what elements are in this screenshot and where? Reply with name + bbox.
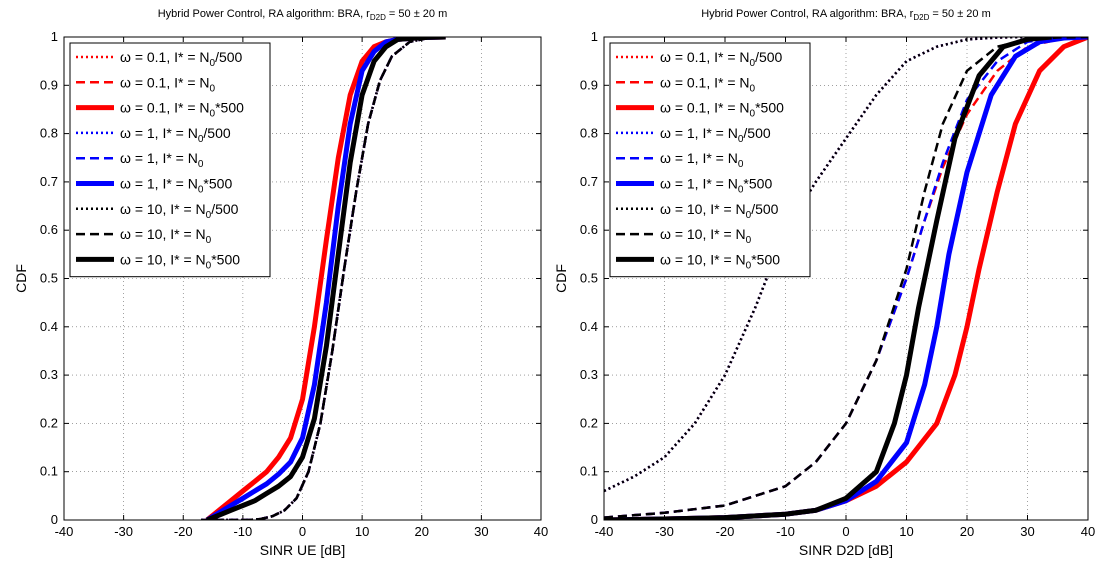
series-line-5 [205,37,446,520]
y-tick-label: 0 [51,512,58,527]
x-tick-label: -20 [716,524,735,539]
right-chart-panel: -40 -30 -20 -10 0 10 20 30 40 0 0.1 0.2 0.3 0.4 0.5 0.6… [553,8,1095,558]
legend: ω = 0.1, I* = N0/500 ω = 0.1, I* = N0 ω = … [69,42,271,278]
chart-title-tail: = 50 ± 20 m [929,8,990,20]
legend-entry-8: ω = 10, I* = N0*500 [120,251,240,271]
legend-box [609,42,811,278]
legend-entry-3: ω = 1, I* = N0/500 [660,125,771,145]
series-line-7 [201,37,434,520]
y-tick-label: 0.5 [40,271,58,286]
legend-entry-6: ω = 10, I* = N0/500 [120,201,239,221]
y-tick-label: 0.4 [580,319,598,334]
y-tick-label: 0.1 [580,464,598,479]
legend-entry-2: ω = 0.1, I* = N0*500 [120,100,244,120]
y-tick-label: 0.7 [580,174,598,189]
x-tick-label: 20 [960,524,974,539]
x-tick-label: -40 [55,524,74,539]
chart-title-main: Hybrid Power Control, RA algorithm: BRA,… [701,8,913,20]
x-axis-label: SINR D2D [dB] [799,542,893,558]
y-tick-label: 0.8 [580,126,598,141]
legend-entry-2: ω = 0.1, I* = N0*500 [660,100,784,120]
legend-entry-8: ω = 10, I* = N0*500 [660,251,780,271]
series-line-8 [604,37,1052,520]
x-tick-label: 30 [474,524,488,539]
y-tick-label: 1 [591,29,598,44]
y-axis-label: CDF [13,264,29,293]
legend-entry-1: ω = 0.1, I* = N0 [120,74,216,94]
x-tick-label: 40 [1081,524,1095,539]
legend-entry-1: ω = 0.1, I* = N0 [660,74,756,94]
legend-entry-7: ω = 10, I* = N0 [660,226,752,246]
y-tick-label: 0 [591,512,598,527]
y-tick-label: 0.1 [40,464,58,479]
x-tick-label: -10 [776,524,795,539]
x-tick-label: 40 [534,524,548,539]
y-tick-label: 0.8 [40,126,58,141]
legend-entry-5: ω = 1, I* = N0*500 [660,176,772,196]
y-tick-label: 0.3 [40,367,58,382]
y-tick-label: 1 [51,29,58,44]
y-axis-label: CDF [553,264,569,293]
x-tick-label: -20 [174,524,193,539]
legend-entry-0: ω = 0.1, I* = N0/500 [660,49,783,69]
legend-entry-4: ω = 1, I* = N0 [660,150,744,170]
chart-title-tail: = 50 ± 20 m [386,8,447,20]
y-tick-label: 0.5 [580,271,598,286]
x-tick-label: -40 [595,524,614,539]
x-tick-label: -30 [655,524,674,539]
chart-title-subscript: D2D [370,13,386,22]
x-axis-label: SINR UE [dB] [260,542,346,558]
chart-title: Hybrid Power Control, RA algorithm: BRA,… [158,8,448,22]
y-tick-label: 0.3 [580,367,598,382]
legend-entry-5: ω = 1, I* = N0*500 [120,176,232,196]
legend-box [69,42,271,278]
chart-title-subscript: D2D [913,13,929,22]
left-chart-panel: -40 -30 -20 -10 0 10 20 30 40 0 0.1 0.2 0.3 0.4 0.5 0.6… [13,8,548,558]
y-tick-label: 0.2 [40,415,58,430]
x-tick-label: 10 [899,524,913,539]
x-tick-label: -10 [233,524,252,539]
x-tick-label: 0 [299,524,306,539]
y-tick-label: 0.9 [580,77,598,92]
y-tick-label: 0.4 [40,319,58,334]
series-group [604,37,1088,520]
y-tick-label: 0.6 [580,222,598,237]
y-tick-label: 0.6 [40,222,58,237]
legend-entry-0: ω = 0.1, I* = N0/500 [120,49,243,69]
y-tick-label: 0.2 [580,415,598,430]
series-line-8 [206,37,446,520]
x-tick-label: 30 [1020,524,1034,539]
legend-entry-7: ω = 10, I* = N0 [120,226,212,246]
legend-entry-4: ω = 1, I* = N0 [120,150,204,170]
x-tick-label: -30 [114,524,133,539]
legend: ω = 0.1, I* = N0/500 ω = 0.1, I* = N0 ω = … [609,42,811,278]
series-line-6 [604,37,1028,493]
x-tick-label: 10 [355,524,369,539]
x-tick-label: 20 [415,524,429,539]
y-tick-label: 0.7 [40,174,58,189]
x-tick-label: 0 [842,524,849,539]
legend-entry-3: ω = 1, I* = N0/500 [120,125,231,145]
chart-title-main: Hybrid Power Control, RA algorithm: BRA,… [158,8,370,20]
chart-title: Hybrid Power Control, RA algorithm: BRA,… [701,8,991,22]
y-tick-label: 0.9 [40,77,58,92]
legend-entry-6: ω = 10, I* = N0/500 [660,201,779,221]
series-group [201,37,446,520]
